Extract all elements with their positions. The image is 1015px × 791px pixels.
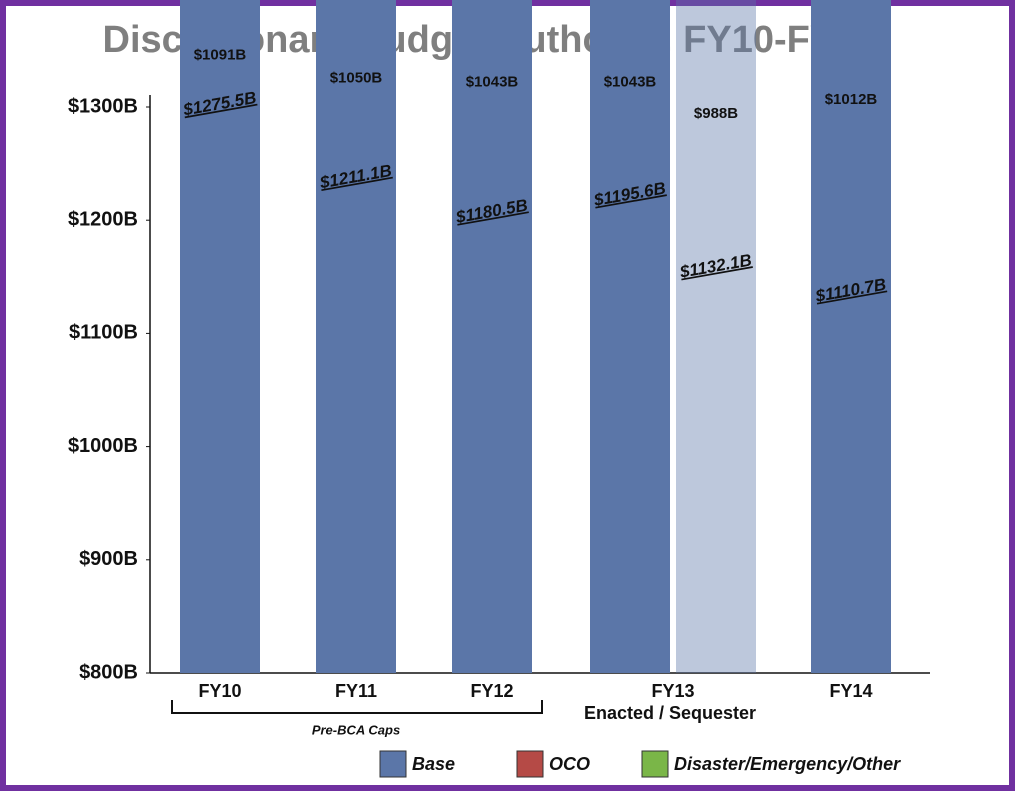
group-sublabel: Enacted / Sequester [584,703,756,723]
bar-segment [590,0,670,674]
value-label: $1043B [604,74,657,91]
y-tick-label: $1000B [68,435,138,457]
bracket-label: Pre-BCA Caps [312,722,400,737]
legend-label: Base [412,754,455,774]
legend-swatch [379,750,407,778]
legend-label: OCO [549,754,590,774]
x-tick-label: FY12 [470,681,513,701]
value-label: $1091B [194,46,247,63]
y-tick-label: $1100B [69,322,138,344]
y-tick-label: $1300B [68,95,138,117]
bar-segment [452,0,532,674]
legend-label: Disaster/Emergency/Other [674,754,901,774]
y-tick-label: $900B [79,548,138,570]
legend-swatch [641,750,669,778]
bracket [171,700,543,714]
bar-segment [676,0,756,674]
y-tick-label: $1200B [68,208,138,230]
legend-swatch [516,750,544,778]
value-label: $1012B [825,91,878,108]
value-label: $1043B [466,74,519,91]
x-tick-label: FY14 [829,681,872,701]
x-tick-label: FY11 [335,681,377,701]
bar-segment [811,0,891,673]
value-label: $1050B [330,70,383,87]
bar-segment [316,0,396,673]
y-tick-label: $800B [79,661,138,683]
bar-segment [180,0,260,673]
x-tick-label: FY10 [198,681,241,701]
group-label: FY13 [651,681,694,701]
value-label: $988B [694,105,738,122]
